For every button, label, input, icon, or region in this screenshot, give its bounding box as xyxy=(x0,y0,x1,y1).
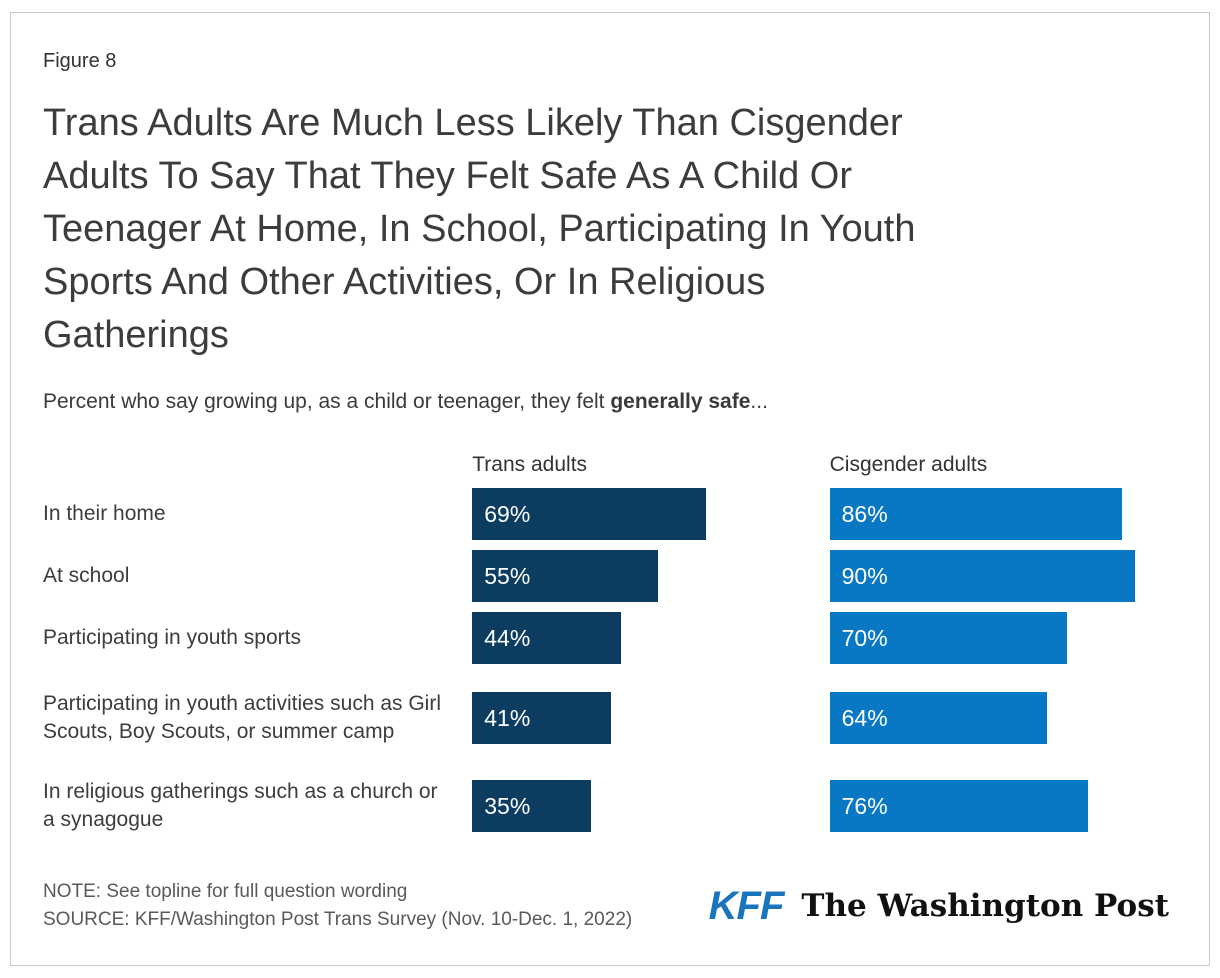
subtitle-ellipsis: ... xyxy=(750,390,768,413)
trans-adults-bar-cell: 44% xyxy=(472,612,829,664)
kff-logo: KFF xyxy=(708,883,785,928)
cisgender-adults-bar: 70% xyxy=(829,612,1067,664)
washington-post-logo: The Washington Post xyxy=(801,888,1169,924)
bar-value-label: 70% xyxy=(841,624,888,651)
source-text: SOURCE: KFF/Washington Post Trans Survey… xyxy=(43,909,633,930)
category-label: In their home xyxy=(43,502,166,525)
subtitle-bold-text: generally safe xyxy=(610,390,751,413)
category-label: At school xyxy=(43,564,130,587)
chart-title-line: Trans Adults Are Much Less Likely Than C… xyxy=(43,102,903,144)
trans-adults-bar-cell: 35% xyxy=(472,780,829,832)
cisgender-adults-bar-cell: 70% xyxy=(829,612,1177,664)
footer-notes: NOTE: See topline for full question word… xyxy=(43,878,632,934)
chart-row: Participating in youth activities such a… xyxy=(43,676,1177,760)
figure-card: Figure 8 Trans Adults Are Much Less Like… xyxy=(10,12,1210,966)
category-label: Participating in youth activities such a… xyxy=(43,692,442,743)
trans-adults-bar: 44% xyxy=(472,612,622,664)
trans-adults-bar-cell: 41% xyxy=(472,692,829,744)
chart-row: In their home 69% 86% xyxy=(43,488,1177,540)
chart-row: Participating in youth sports 44% 70% xyxy=(43,612,1177,664)
chart-title-line: Gatherings xyxy=(43,314,229,356)
cisgender-adults-bar-cell: 86% xyxy=(829,488,1177,540)
trans-adults-bar-cell: 69% xyxy=(472,488,829,540)
bar-value-label: 44% xyxy=(484,624,531,651)
bar-value-label: 64% xyxy=(841,704,888,731)
trans-adults-bar: 55% xyxy=(472,550,659,602)
cisgender-adults-bar: 86% xyxy=(829,488,1122,540)
chart-title-line: Adults To Say That They Felt Safe As A C… xyxy=(43,155,852,197)
chart-title-line: Teenager At Home, In School, Participati… xyxy=(43,208,916,250)
trans-adults-bar: 41% xyxy=(472,692,612,744)
bar-value-label: 35% xyxy=(484,792,531,819)
cisgender-adults-bar-cell: 64% xyxy=(829,692,1177,744)
cisgender-adults-bar: 64% xyxy=(829,692,1047,744)
series-header-cisgender-adults: Cisgender adults xyxy=(829,453,988,476)
series-header-trans-adults: Trans adults xyxy=(472,453,588,476)
trans-adults-bar: 35% xyxy=(472,780,592,832)
bar-value-label: 90% xyxy=(841,562,888,589)
cisgender-adults-bar-cell: 90% xyxy=(829,550,1177,602)
cisgender-adults-bar: 90% xyxy=(829,550,1135,602)
trans-adults-bar-cell: 55% xyxy=(472,550,829,602)
cisgender-adults-bar-cell: 76% xyxy=(829,780,1177,832)
bar-value-label: 76% xyxy=(841,792,888,819)
column-header-spacer xyxy=(43,452,472,478)
bar-value-label: 55% xyxy=(484,562,531,589)
chart-row: In religious gatherings such as a church… xyxy=(43,778,1177,834)
cisgender-adults-bar: 76% xyxy=(829,780,1088,832)
note-text: NOTE: See topline for full question word… xyxy=(43,881,408,902)
category-label: In religious gatherings such as a church… xyxy=(43,780,438,831)
category-label: Participating in youth sports xyxy=(43,626,301,649)
chart-subtitle: Percent who say growing up, as a child o… xyxy=(43,388,1177,416)
figure-footer: NOTE: See topline for full question word… xyxy=(43,878,1177,934)
bar-value-label: 41% xyxy=(484,704,531,731)
bar-value-label: 69% xyxy=(484,500,531,527)
chart-row: At school 55% 90% xyxy=(43,550,1177,602)
subtitle-text: Percent who say growing up, as a child o… xyxy=(43,390,611,413)
bar-chart: In their home 69% 86% At school 55% 90% Partic… xyxy=(43,488,1177,834)
trans-adults-bar: 69% xyxy=(472,488,707,540)
chart-title-line: Sports And Other Activities, Or In Relig… xyxy=(43,261,766,303)
figure-label: Figure 8 xyxy=(43,50,117,72)
chart-title: Trans Adults Are Much Less Likely Than C… xyxy=(43,97,1177,362)
footer-logos: KFF The Washington Post xyxy=(709,884,1177,929)
series-column-headers: Trans adults Cisgender adults xyxy=(43,452,1177,478)
bar-value-label: 86% xyxy=(841,500,888,527)
